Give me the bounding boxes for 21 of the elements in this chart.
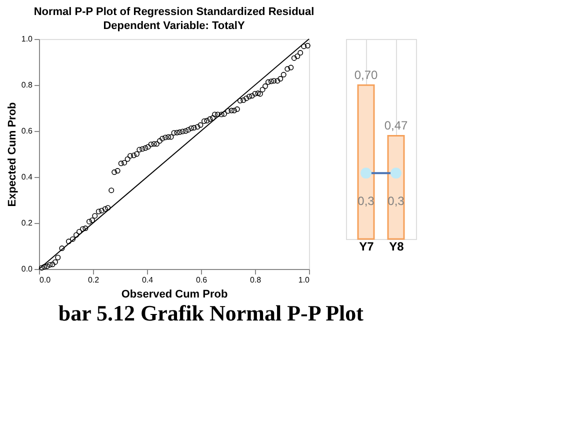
x-tick-label: 0.0 — [40, 276, 52, 284]
y-tick-label: 0.2 — [21, 218, 34, 228]
x-tick-label: 0.6 — [196, 276, 208, 284]
x-tick-label: 0.8 — [250, 276, 262, 284]
x-tick-label: 0.4 — [142, 276, 154, 284]
data-label: 0,70 — [354, 68, 378, 82]
y-axis-title: Expected Cum Prob — [6, 102, 18, 207]
y-tick-label: 0.4 — [21, 172, 34, 182]
y-tick-label: 1.0 — [21, 34, 34, 44]
y-tick-label: 0.8 — [21, 80, 34, 90]
chart-title: Normal P-P Plot of Regression Standardized Residual — [34, 6, 314, 18]
text: bar 5.12 Grafik Normal P-P Plot — [58, 300, 364, 326]
x-tick-label: Y7 — [359, 240, 374, 254]
x-tick-label: 0.2 — [88, 276, 100, 284]
x-tick-label: 1.0 — [298, 276, 310, 284]
y-tick-label: 0.6 — [21, 126, 34, 136]
x-tick-label: Y8 — [389, 240, 404, 254]
x-axis-title: Observed Cum Prob — [121, 288, 228, 300]
chart-subtitle: Dependent Variable: TotalY — [103, 20, 246, 32]
data-label: 0,47 — [384, 118, 408, 133]
y-tick-label: 0.0 — [21, 264, 34, 274]
